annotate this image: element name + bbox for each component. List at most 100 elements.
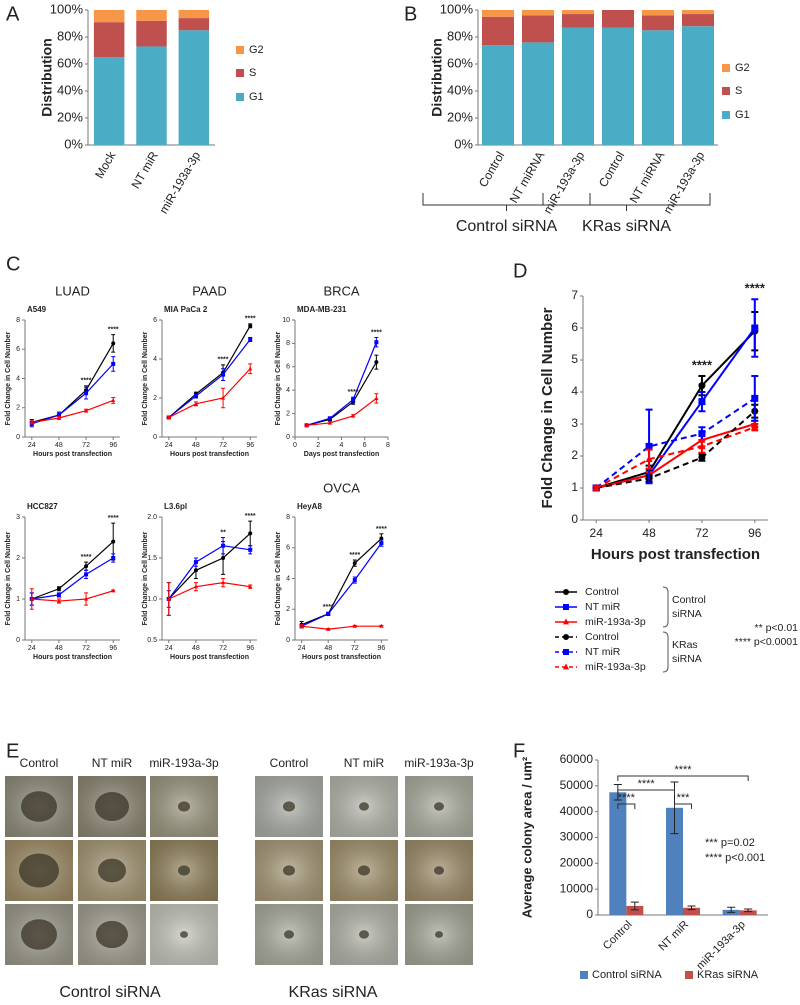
point — [166, 596, 171, 601]
x-tick-label: 6 — [363, 442, 367, 449]
legend-label: miR-193a-3p — [585, 661, 646, 673]
colony — [96, 920, 128, 949]
legend-group-label: Control siRNA — [672, 594, 709, 620]
point — [193, 401, 198, 406]
y-tick-label: 1 — [16, 596, 20, 603]
point — [193, 560, 198, 565]
y-axis-label: Average colony area / um² — [519, 756, 534, 918]
y-tick-label: 80% — [57, 28, 83, 43]
image-column-label: NT miR — [92, 756, 133, 770]
y-tick-label: 0 — [586, 907, 593, 921]
legend-label: Control siRNA — [592, 969, 662, 981]
y-axis-label: Fold Change in Cell Number — [539, 307, 556, 508]
chart-title: HCC827 — [27, 502, 58, 511]
point — [221, 580, 226, 585]
point — [645, 442, 653, 450]
colony — [359, 802, 369, 811]
bar-segment — [178, 18, 210, 31]
y-tick-label: 0 — [16, 434, 20, 441]
y-tick-label: 6 — [153, 317, 157, 324]
series-line — [31, 557, 114, 600]
y-axis-label: Fold Change in Cell Number — [142, 331, 149, 425]
y-tick-label: 60000 — [560, 752, 594, 766]
legend-swatch — [722, 64, 730, 72]
x-tick-label: 24 — [28, 645, 36, 652]
significance-bracket — [674, 803, 692, 809]
bar-segment — [642, 30, 674, 145]
y-tick-label: 2 — [286, 606, 290, 613]
point — [304, 422, 309, 427]
x-tick-label: 96 — [246, 645, 254, 652]
chart-title: L3.6pl — [164, 502, 187, 511]
x-axis-label: Hours post transfection — [170, 654, 249, 661]
point — [111, 398, 116, 403]
y-axis-label: Fold Change in Cell Number — [5, 531, 12, 625]
significance-label: **** — [674, 764, 692, 776]
colony — [19, 853, 59, 888]
y-tick-label: 50000 — [560, 778, 594, 792]
series-line — [306, 397, 377, 426]
y-tick-label: 2 — [16, 405, 20, 412]
y-axis-label: Fold Change in Cell Number — [275, 331, 282, 425]
point — [193, 568, 198, 573]
y-tick-label: 1.0 — [147, 596, 157, 603]
x-tick-label: 24 — [165, 442, 173, 449]
series-line — [595, 397, 756, 489]
panel-letter: E — [6, 740, 19, 762]
colony — [95, 792, 129, 821]
significance-bracket — [617, 775, 749, 781]
y-tick-label: 60% — [57, 55, 83, 70]
y-tick-label: 2.0 — [147, 514, 157, 521]
point — [193, 394, 198, 399]
point — [84, 572, 89, 577]
point — [374, 340, 379, 345]
chart-title: MDA-MB-231 — [297, 305, 347, 314]
bar-segment — [522, 42, 554, 145]
bar-segment — [682, 26, 714, 146]
point — [698, 430, 706, 438]
bar-segment — [136, 10, 167, 21]
x-tick-label: 72 — [82, 645, 90, 652]
significance-bracket — [617, 803, 636, 809]
colony — [178, 801, 190, 812]
point — [327, 416, 332, 421]
point — [352, 623, 357, 628]
x-tick-label: Mock — [92, 148, 119, 181]
x-tick-label: 72 — [219, 442, 227, 449]
bar-segment — [602, 27, 634, 145]
point — [352, 561, 357, 566]
group-label: Control siRNA — [456, 218, 558, 235]
point — [326, 626, 331, 631]
x-tick-label: NT miRNA — [507, 149, 548, 205]
legend-group-label: KRas siRNA — [672, 639, 702, 665]
colony — [98, 858, 126, 883]
point — [84, 564, 89, 569]
x-tick-label: NT miRNA — [627, 149, 668, 205]
legend-swatch — [236, 93, 244, 101]
point — [698, 442, 706, 450]
y-tick-label: 4 — [286, 387, 290, 394]
point — [84, 408, 89, 413]
significance-label: **** — [349, 552, 360, 559]
point — [751, 394, 759, 402]
y-tick-label: 7 — [571, 288, 578, 302]
y-tick-label: 0% — [454, 136, 473, 151]
legend-label: G2 — [249, 44, 264, 56]
point — [248, 584, 253, 589]
y-tick-label: 80% — [447, 28, 473, 43]
legend-bracket — [662, 586, 669, 628]
significance-label: **** — [348, 389, 359, 396]
series-line — [595, 426, 756, 489]
colony — [434, 802, 444, 811]
significance-label: **** — [245, 316, 256, 323]
note: **** p<0.0001 — [735, 636, 799, 648]
x-tick-label: 48 — [192, 645, 200, 652]
x-axis-label: Days post transfection — [304, 451, 379, 458]
y-tick-label: 4 — [16, 375, 20, 382]
point — [56, 598, 61, 603]
y-tick-label: 3 — [571, 416, 578, 430]
point — [352, 578, 357, 583]
x-tick-label: 96 — [109, 442, 117, 449]
legend-swatch — [236, 46, 244, 54]
bar-segment — [482, 45, 514, 145]
